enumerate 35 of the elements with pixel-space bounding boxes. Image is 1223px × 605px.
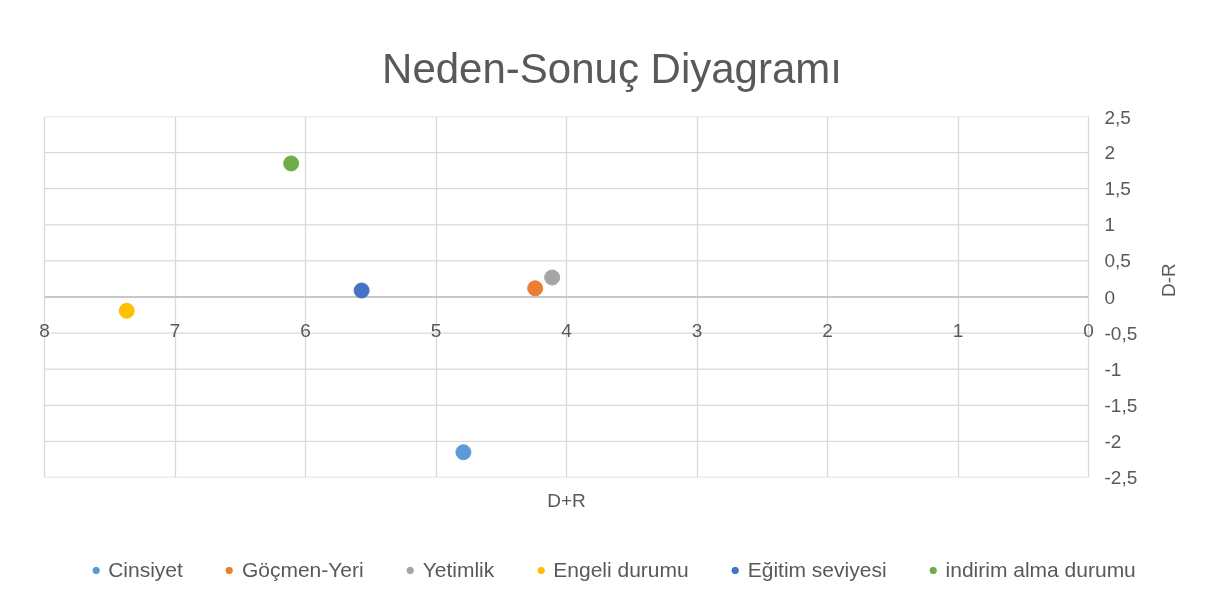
point	[455, 444, 472, 461]
y-tick-label: -0,5	[1104, 322, 1138, 344]
legend-label: Cinsiyet	[108, 558, 183, 582]
y-tick-label: -1	[1104, 358, 1122, 380]
x-tick-label: 3	[691, 319, 703, 341]
x-tick-label: 7	[169, 319, 181, 341]
point	[353, 282, 370, 299]
legend-label: Engeli durumu	[553, 558, 689, 582]
y-tick-label: 0,5	[1104, 250, 1131, 272]
legend-label: Yetimlik	[422, 558, 495, 582]
y-tick-label: -2	[1104, 430, 1122, 452]
y-tick-label: -1,5	[1104, 394, 1138, 416]
x-tick-label: 4	[561, 319, 573, 341]
point	[527, 280, 544, 297]
y-tick-label: 1	[1104, 214, 1116, 236]
x-tick-label: 6	[300, 319, 311, 341]
point	[544, 269, 561, 286]
x-tick-label: 8	[39, 319, 50, 341]
y-axis-title: D-R	[1157, 263, 1179, 297]
y-tick-label: 0	[1104, 286, 1116, 308]
x-axis-title: D+R	[547, 489, 586, 511]
legend-label: Eğitim seviyesi	[747, 558, 887, 582]
legend-label: Göçmen-Yeri	[241, 558, 364, 582]
y-tick-label: -2,5	[1104, 467, 1138, 488]
x-tick-label: 5	[430, 319, 442, 341]
y-tick-label: 1,5	[1104, 178, 1131, 200]
x-tick-label: 0	[1083, 319, 1094, 341]
y-tick-label: 2	[1104, 142, 1116, 164]
x-tick-label: 2	[822, 319, 833, 341]
y-tick-label: 2,5	[1104, 106, 1131, 128]
point	[118, 302, 135, 319]
x-tick-label: 1	[952, 319, 964, 341]
point	[283, 155, 300, 172]
chart-title: Neden-Sonuç Diyagramı	[382, 44, 842, 92]
legend-label: indirim alma durumu	[945, 558, 1136, 582]
